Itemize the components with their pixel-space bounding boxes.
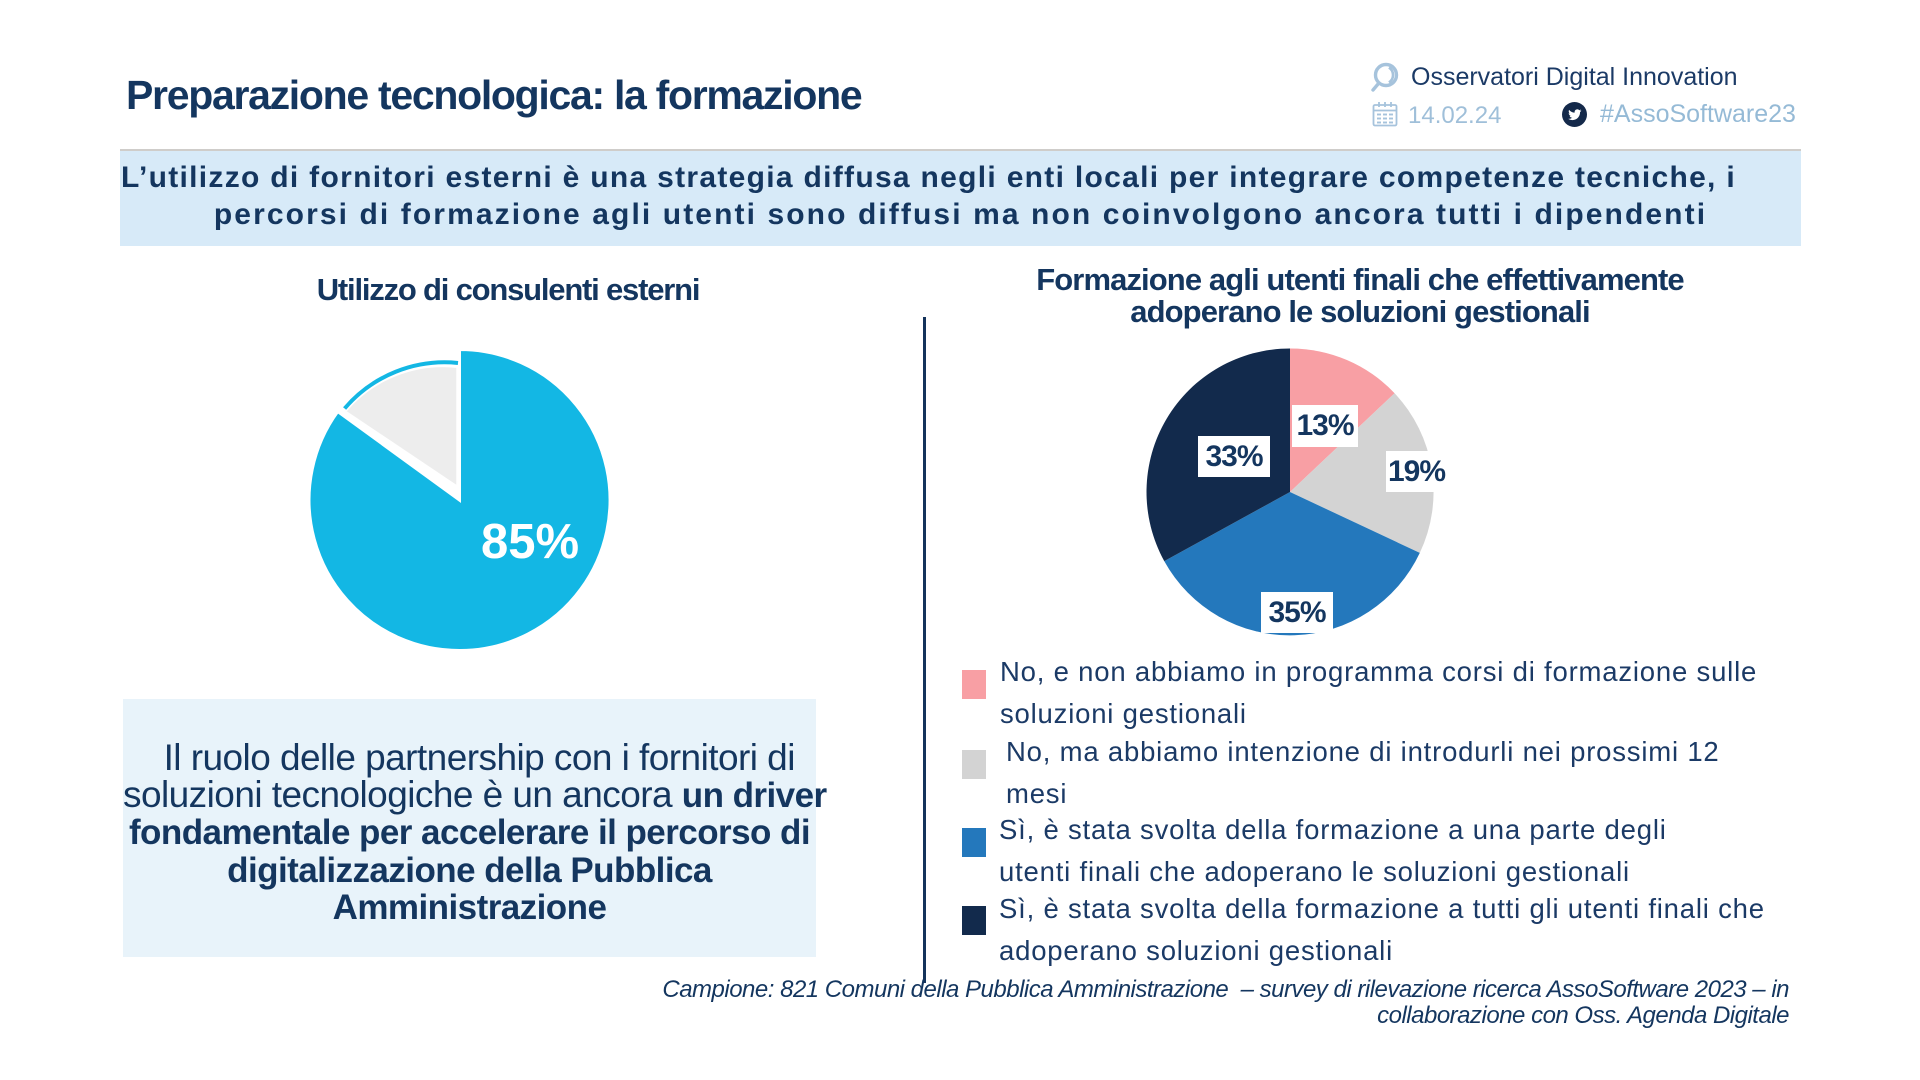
svg-text:85%: 85% <box>481 515 579 569</box>
